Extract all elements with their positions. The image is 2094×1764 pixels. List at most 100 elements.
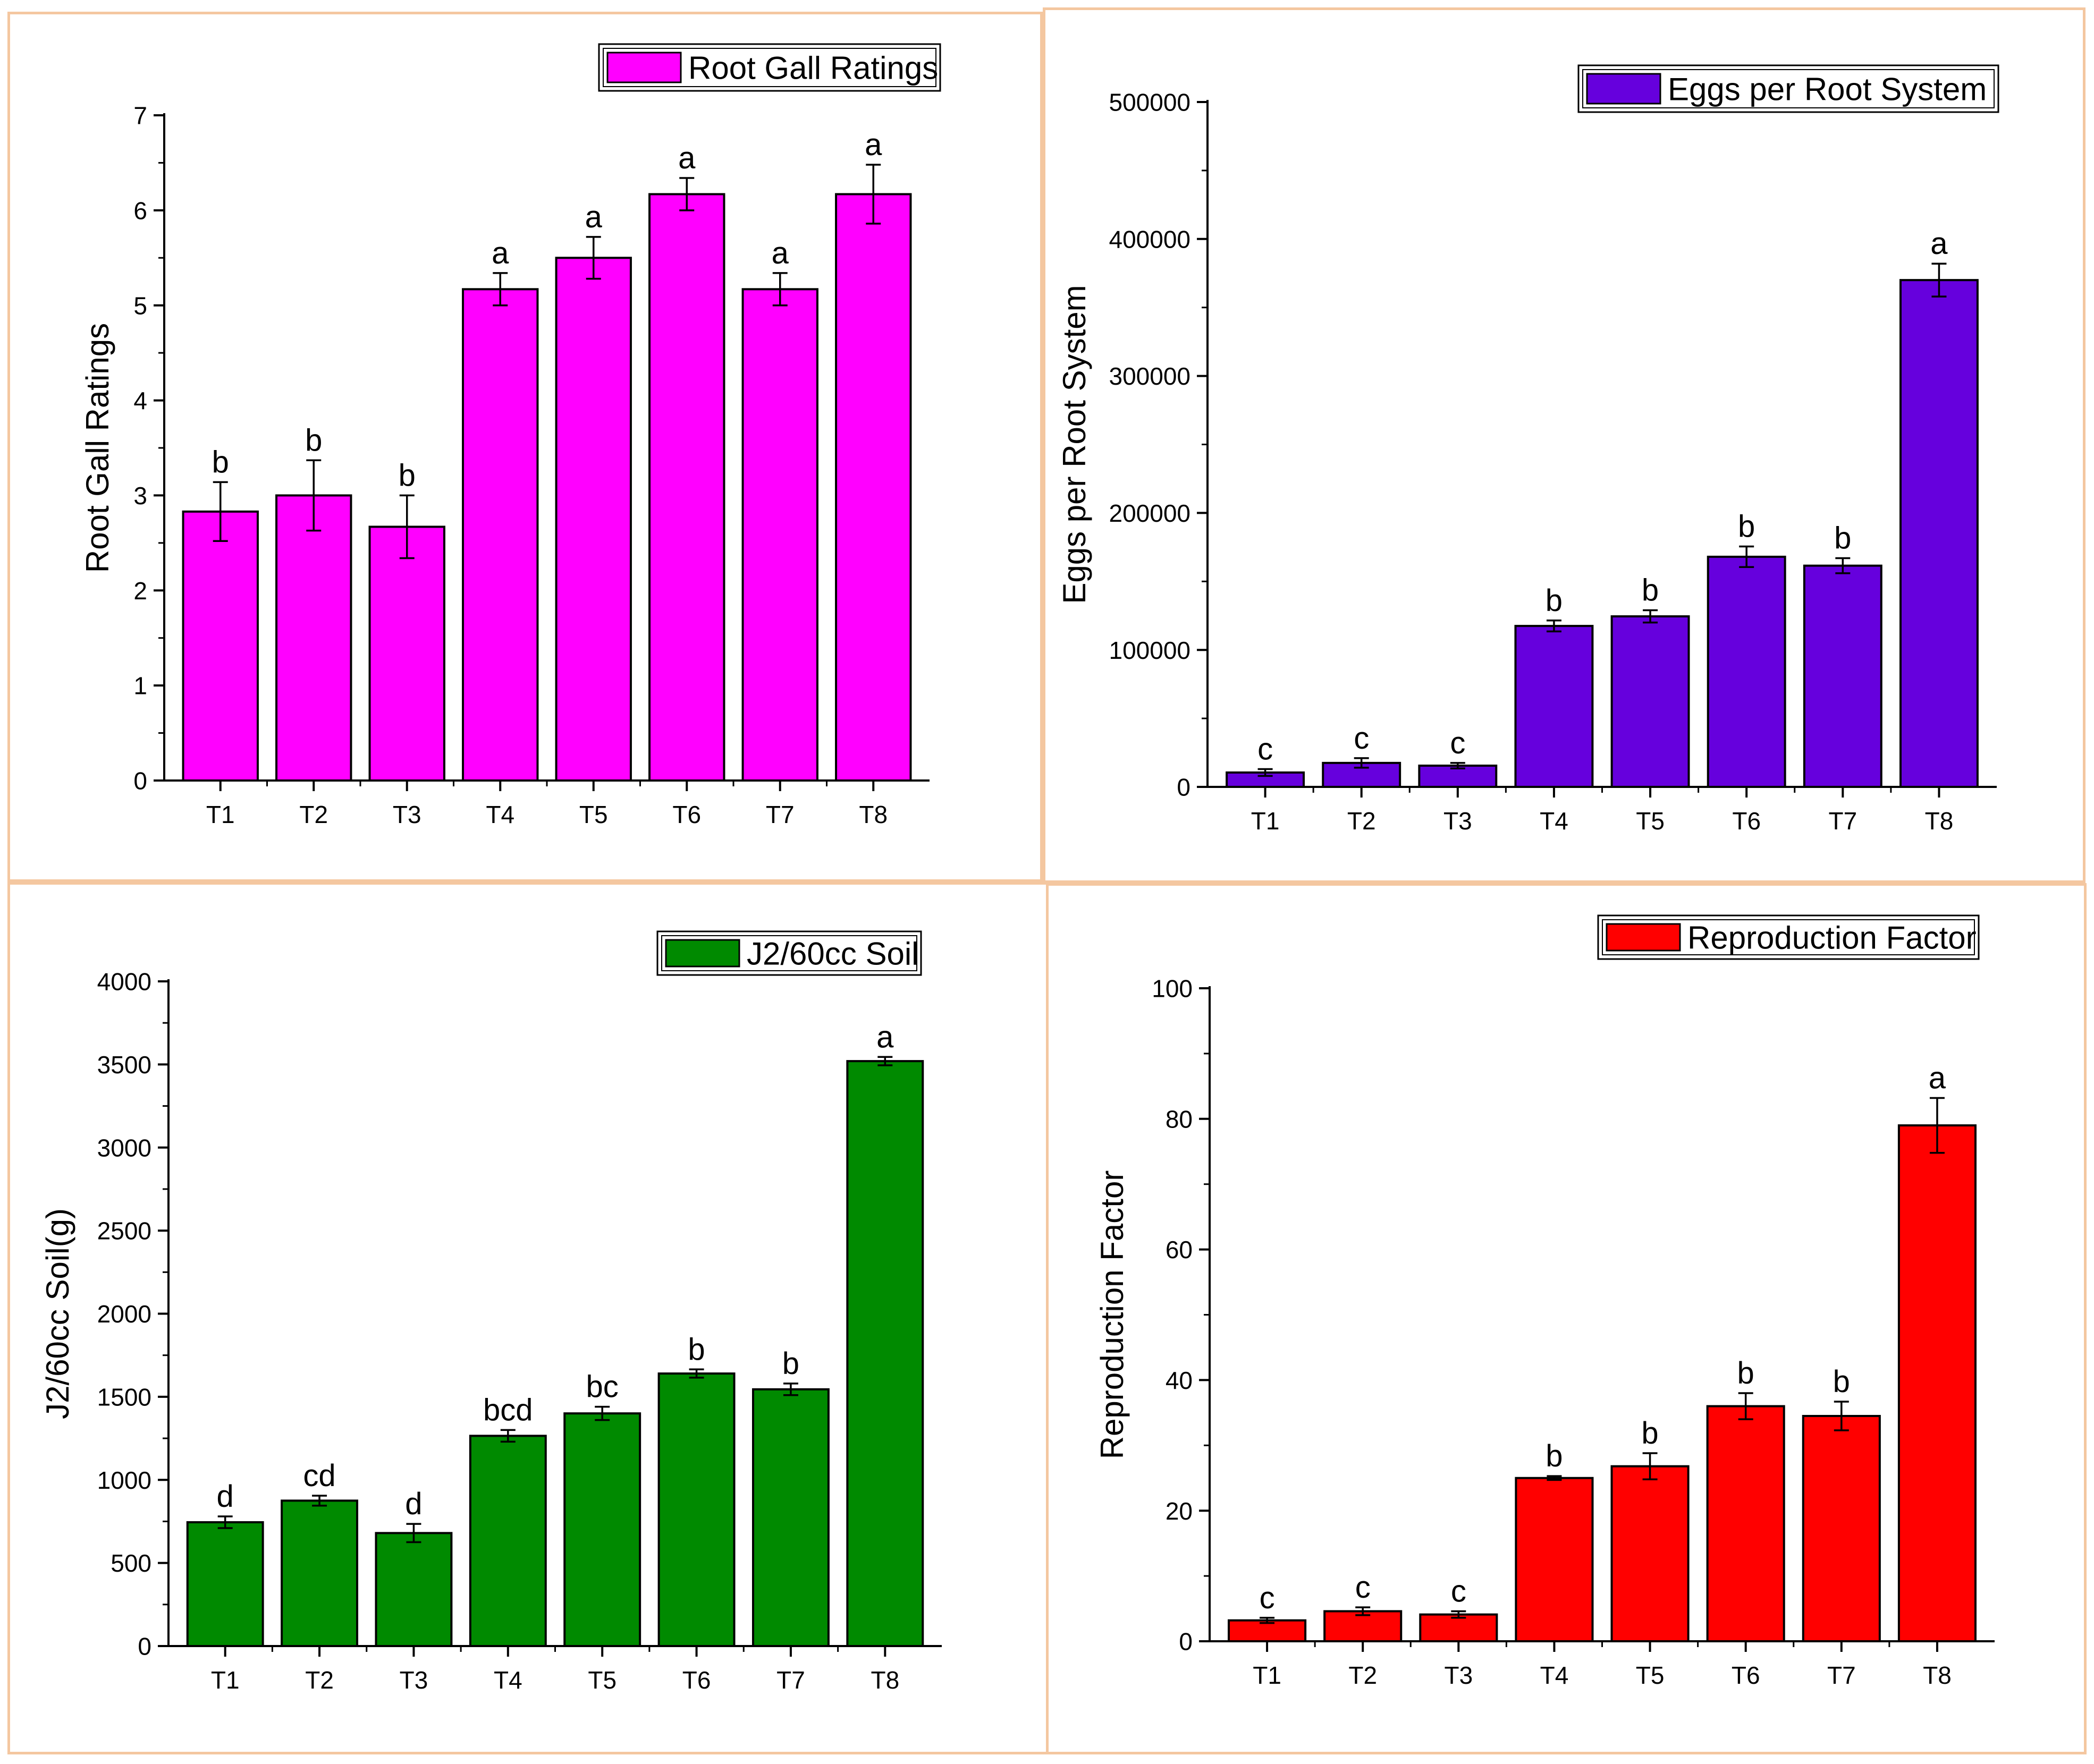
bar-t8 [1899,279,1979,788]
bar-t3 [368,525,445,782]
y-axis-title: Root Gall Ratings [80,323,115,573]
legend-inner-frame [1582,69,1995,108]
bar-t5 [1610,1465,1690,1643]
y-tick-label: 2 [133,577,147,605]
x-tick-label: T5 [1636,1661,1665,1689]
significance-letter: c [1354,721,1369,756]
bar-t5 [1610,615,1690,788]
chart-eggs-per-root-system: c c c b b b b a 0 100000 200000 300000 400000 500000 T… [1057,64,1999,835]
x-tick-label: T6 [1732,1661,1760,1689]
x-tick-label: T6 [672,801,701,828]
x-tick-label: T5 [1636,807,1665,835]
y-tick-label: 7 [133,102,147,130]
legend-eggs-per-root-system: Eggs per Root System [1577,64,1999,113]
x-tick-label: T2 [1347,807,1376,835]
significance-letter: b [1737,1356,1754,1390]
bar-t7 [741,288,818,782]
bar-t8 [846,1060,924,1647]
bar-t2 [1323,1610,1403,1642]
significance-letter: b [688,1332,705,1367]
significance-letter: b [1546,583,1563,618]
y-tick-label: 60 [1166,1236,1193,1263]
bar-t4 [1515,1477,1594,1642]
y-tick-label: 100000 [1109,637,1191,664]
bar-t6 [657,1372,736,1647]
significance-letter: a [678,141,696,175]
legend-swatch [1586,73,1661,105]
bar-t2 [275,494,352,782]
significance-letter: b [399,458,416,493]
y-tick-label: 20 [1166,1497,1193,1525]
significance-letter: c [1355,1570,1371,1605]
x-tick-label: T4 [486,801,514,828]
legend-inner-frame [1602,919,1975,955]
significance-letter: d [217,1479,234,1514]
x-tick-label: T1 [206,801,235,828]
significance-letter: c [1257,732,1273,766]
bar-t4 [1514,625,1594,788]
plot-area-root-gall-ratings: b b b a a a a a 0 1 2 3 4 5 6 7 T1 T2 T3 T4 T5 T6 T7 T8 Root Gal… [80,102,930,828]
x-tick-label: T7 [1827,1661,1856,1689]
y-tick-label: 3000 [97,1134,151,1161]
legend-inner-frame [661,935,917,971]
y-axis-title: J2/60cc Soil(g) [40,1208,75,1419]
significance-letter: b [212,445,229,479]
significance-letter: a [876,1020,894,1054]
y-tick-label: 0 [1177,774,1190,801]
legend-swatch [606,52,682,83]
bar-t1 [182,510,259,782]
chart-panel-root-gall-ratings: b b b a a a a a 0 1 2 3 4 5 6 7 T1 T2 T3 T4 T5 T6 T7 T8 Root Gal… [7,12,1043,882]
y-tick-label: 40 [1166,1367,1193,1394]
y-tick-label: 6 [133,197,147,224]
bar-t6 [1706,1405,1785,1642]
y-axis-title: Eggs per Root System [1057,285,1092,604]
x-tick-label: T4 [494,1666,522,1694]
legend-label: J2/60cc Soil [747,936,919,972]
bar-t8 [835,193,912,782]
x-tick-label: T4 [1540,1661,1569,1689]
legend-j2-60cc-soil: J2/60cc Soil [656,930,922,976]
plot-area-j2-60cc-soil: d cd d bcd bc b b a 0 500 1000 1500 2000 2500 3000 3500… [40,968,942,1694]
significance-letter: c [1450,726,1465,760]
bar-t1 [186,1521,264,1647]
x-tick-label: T8 [1923,1661,1952,1689]
y-tick-label: 1500 [97,1383,151,1411]
bar-t4 [469,1435,547,1647]
x-tick-label: T7 [766,801,795,828]
bar-t5 [563,1412,641,1648]
bar-t7 [1803,564,1882,788]
significance-letter: bcd [483,1393,533,1427]
significance-letter: a [585,200,603,234]
significance-letter: b [1641,1416,1658,1451]
y-tick-label: 100 [1152,975,1193,1003]
y-tick-label: 80 [1166,1105,1193,1133]
x-tick-label: T8 [1925,807,1954,835]
bar-t3 [375,1532,453,1647]
x-tick-label: T1 [211,1666,240,1694]
significance-letter: a [1929,1061,1946,1095]
plot-area-eggs-per-root-system: c c c b b b b a 0 100000 200000 300000 400000 500000 T… [1057,89,1997,835]
significance-letter: bc [586,1370,619,1404]
significance-letter: c [1260,1581,1275,1615]
significance-letter: b [1546,1439,1563,1473]
significance-letter: b [782,1346,799,1381]
x-tick-label: T7 [776,1666,805,1694]
y-tick-label: 0 [138,1633,151,1660]
y-tick-label: 400000 [1109,225,1191,253]
x-tick-label: T3 [1443,807,1472,835]
bar-t6 [648,193,725,782]
bar-t7 [1802,1414,1881,1642]
significance-letter: b [1834,521,1851,555]
chart-panel-eggs-per-root-system: c c c b b b b a 0 100000 200000 300000 400000 500000 T… [1043,7,2085,883]
legend-swatch [665,939,740,968]
plot-area-reproduction-factor: c c c b b b b a 0 20 40 60 80 100 T1 T2 T3 T4 T5 T6 T7 T8 Repr… [1094,975,1995,1689]
y-tick-label: 1000 [97,1466,151,1494]
significance-letter: b [1642,573,1659,607]
x-tick-label: T2 [1348,1661,1377,1689]
significance-letter: cd [303,1458,335,1493]
x-tick-label: T1 [1251,807,1280,835]
legend-label: Reproduction Factor [1687,920,1977,956]
y-tick-label: 500 [111,1549,151,1577]
y-tick-label: 300000 [1109,362,1191,390]
x-tick-label: T8 [871,1666,899,1694]
